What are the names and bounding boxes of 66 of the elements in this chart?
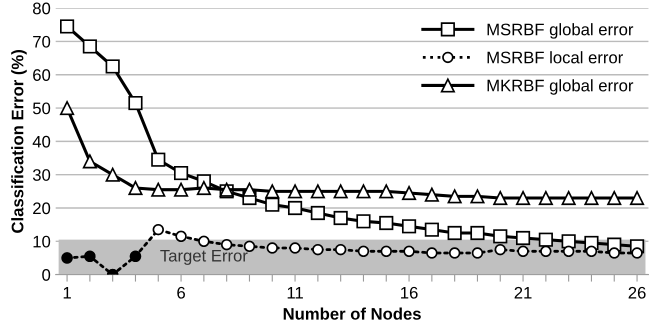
point — [448, 226, 462, 240]
point — [403, 246, 415, 258]
x-tick-label: 1 — [64, 287, 71, 299]
point — [175, 230, 187, 242]
point — [196, 180, 211, 196]
point — [517, 246, 529, 258]
point — [60, 100, 74, 116]
point — [128, 96, 143, 110]
x-tick-label: 6 — [177, 286, 185, 299]
point — [198, 236, 210, 248]
point — [266, 242, 278, 254]
x-tick-label: 11 — [288, 287, 303, 299]
y-tick-label: 10 — [34, 236, 50, 248]
point — [630, 190, 644, 206]
point — [379, 216, 394, 230]
point — [334, 244, 346, 256]
point — [494, 244, 506, 256]
point — [426, 247, 438, 259]
y-axis-title: Classification Error (%) — [11, 50, 27, 233]
y-tick-label: 50 — [32, 102, 50, 114]
point — [265, 198, 280, 212]
point — [106, 59, 120, 74]
point — [631, 247, 643, 259]
legend-label: MSRBF global error — [488, 23, 634, 39]
point — [540, 246, 552, 258]
band-label: Target Error — [160, 250, 248, 265]
point — [538, 232, 553, 247]
point — [151, 152, 166, 167]
point — [380, 246, 392, 258]
point — [493, 229, 508, 244]
point — [470, 226, 485, 240]
point — [516, 230, 530, 246]
point — [608, 247, 620, 259]
point — [289, 242, 301, 254]
point — [152, 224, 164, 236]
point — [424, 222, 439, 237]
point — [448, 247, 460, 259]
point — [562, 246, 574, 258]
point — [310, 206, 325, 220]
point — [288, 200, 302, 216]
y-tick-label: 70 — [33, 36, 50, 48]
y-tick-label: 60 — [33, 69, 50, 81]
y-tick-label: 40 — [32, 136, 50, 148]
point — [472, 247, 484, 259]
point — [82, 39, 97, 54]
point — [562, 234, 576, 248]
y-tick-label: 20 — [33, 202, 50, 214]
legend-label: MKRBF global error — [488, 79, 634, 95]
y-tick-label: 0 — [42, 269, 50, 281]
point — [356, 214, 371, 228]
point — [358, 246, 370, 258]
legend-label: MSRBF local error — [488, 51, 623, 64]
point — [220, 238, 232, 250]
point — [60, 19, 74, 34]
point — [586, 246, 598, 258]
y-tick-label: 80 — [33, 2, 50, 14]
point — [402, 186, 416, 200]
x-tick-label: 21 — [514, 286, 532, 299]
point — [334, 210, 348, 226]
point — [174, 166, 188, 180]
point — [402, 219, 416, 234]
point — [312, 244, 324, 256]
x-tick-label: 16 — [401, 286, 418, 299]
x-tick-label: 26 — [628, 286, 646, 299]
x-axis-title: Number of Nodes — [284, 308, 421, 320]
y-tick-label: 30 — [32, 169, 50, 181]
